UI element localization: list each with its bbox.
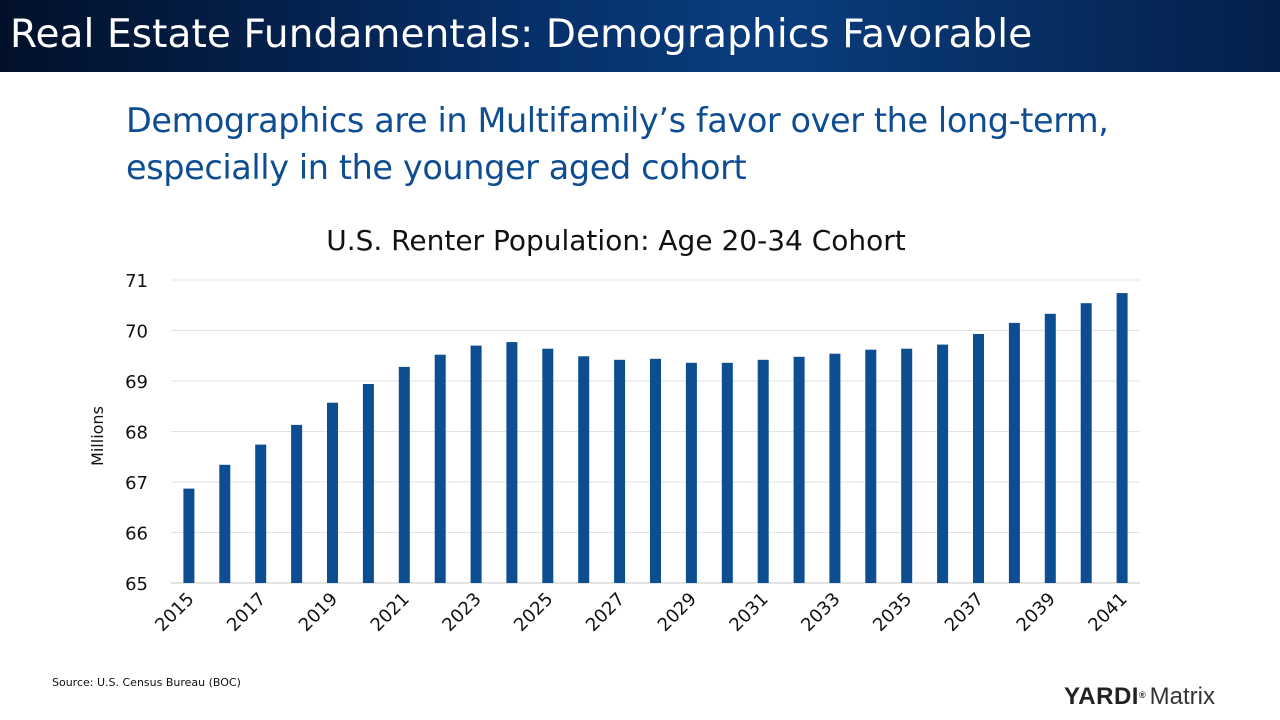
logo-registered-mark: ® bbox=[1138, 689, 1146, 700]
x-tick-label: 2031 bbox=[725, 589, 772, 636]
bar-2016 bbox=[219, 464, 231, 583]
bar-2032 bbox=[793, 356, 805, 583]
x-tick-label: 2019 bbox=[295, 589, 342, 636]
x-tick-label: 2029 bbox=[654, 589, 701, 636]
x-tick-label: 2041 bbox=[1084, 589, 1131, 636]
bar-2036 bbox=[937, 344, 949, 583]
y-tick-label: 68 bbox=[125, 423, 148, 444]
x-tick-label: 2021 bbox=[367, 589, 414, 636]
bar-2018 bbox=[291, 424, 303, 583]
x-tick-label: 2017 bbox=[223, 589, 270, 636]
bar-2038 bbox=[1008, 322, 1020, 583]
slide-subtitle: Demographics are in Multifamily’s favor … bbox=[126, 97, 1256, 191]
bar-2041 bbox=[1116, 293, 1128, 583]
bar-2030 bbox=[721, 362, 733, 583]
bar-2022 bbox=[434, 354, 446, 583]
x-tick-label: 2033 bbox=[797, 589, 844, 636]
bar-2028 bbox=[650, 358, 661, 583]
x-tick-label: 2035 bbox=[869, 589, 916, 636]
y-tick-label: 65 bbox=[125, 574, 148, 595]
x-tick-label: 2037 bbox=[941, 589, 988, 636]
bar-2034 bbox=[865, 349, 877, 583]
x-tick-label: 2025 bbox=[510, 589, 557, 636]
bar-2039 bbox=[1044, 313, 1056, 583]
bar-2029 bbox=[685, 362, 697, 583]
bar-2031 bbox=[757, 359, 769, 583]
bar-2019 bbox=[327, 402, 338, 583]
y-tick-label: 66 bbox=[125, 524, 148, 545]
bar-2025 bbox=[542, 348, 554, 583]
bar-2015 bbox=[183, 488, 195, 583]
subtitle-line-1: Demographics are in Multifamily’s favor … bbox=[126, 101, 1109, 140]
bar-2037 bbox=[973, 334, 984, 583]
bars bbox=[183, 293, 1128, 583]
y-tick-label: 69 bbox=[125, 372, 148, 393]
logo-brand: YARDI bbox=[1064, 683, 1139, 710]
x-tick-label: 2015 bbox=[151, 589, 198, 636]
source-note: Source: U.S. Census Bureau (BOC) bbox=[52, 676, 241, 689]
bar-2024 bbox=[506, 342, 518, 583]
chart-title: U.S. Renter Population: Age 20-34 Cohort bbox=[326, 224, 906, 257]
header-bar: Real Estate Fundamentals: Demographics F… bbox=[0, 0, 1280, 72]
bar-2040 bbox=[1080, 303, 1092, 583]
yardi-matrix-logo: YARDI® Matrix bbox=[1064, 683, 1215, 711]
bar-2017 bbox=[255, 444, 267, 583]
y-tick-labels: 65 66 67 68 69 70 71 bbox=[125, 271, 148, 595]
bar-2027 bbox=[614, 359, 626, 583]
bar-2023 bbox=[470, 345, 482, 583]
x-tick-label: 2023 bbox=[438, 589, 485, 636]
subtitle-line-2: especially in the younger aged cohort bbox=[126, 148, 747, 187]
x-tick-labels: 2015 2017 2019 2021 2023 2025 2027 2029 2031 2033… bbox=[151, 589, 1131, 636]
y-tick-label: 71 bbox=[125, 271, 148, 292]
y-tick-label: 70 bbox=[125, 322, 148, 343]
bar-2033 bbox=[829, 353, 841, 583]
y-axis-label: Millions bbox=[88, 406, 107, 466]
bar-2021 bbox=[398, 366, 410, 583]
x-tick-label: 2039 bbox=[1013, 589, 1060, 636]
bar-chart: U.S. Renter Population: Age 20-34 Cohort… bbox=[88, 224, 1140, 636]
logo-product: Matrix bbox=[1149, 683, 1215, 710]
y-tick-label: 67 bbox=[125, 473, 148, 494]
bar-2026 bbox=[578, 356, 590, 583]
x-tick-label: 2027 bbox=[582, 589, 629, 636]
slide-title: Real Estate Fundamentals: Demographics F… bbox=[10, 12, 1033, 57]
bar-2035 bbox=[901, 348, 913, 583]
bar-2020 bbox=[362, 384, 374, 583]
